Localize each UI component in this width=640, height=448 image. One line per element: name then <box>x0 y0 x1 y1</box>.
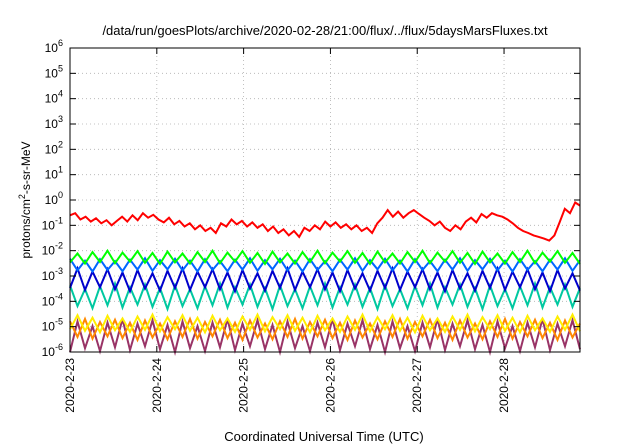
y-tick-label: 10-3 <box>42 266 63 283</box>
y-tick-label: 106 <box>45 38 63 55</box>
y-axis-label: protons/cm2-s-sr-MeV <box>17 141 33 258</box>
x-tick-label: 2020-2-28 <box>497 358 511 413</box>
series-line-2 <box>69 256 581 274</box>
y-tick-label: 10-6 <box>42 342 63 359</box>
y-tick-label: 101 <box>45 165 63 182</box>
x-tick-label: 2020-2-23 <box>63 358 77 413</box>
x-tick-label: 2020-2-27 <box>410 358 424 413</box>
x-axis: 2020-2-23 2020-2-24 2020-2-25 2020-2-26 2020… <box>63 48 511 413</box>
grid-lines <box>70 48 580 352</box>
series-line-4 <box>69 280 581 313</box>
y-tick-label: 102 <box>45 139 63 156</box>
y-tick-label: 10-5 <box>42 317 63 334</box>
x-tick-label: 2020-2-24 <box>150 358 164 413</box>
series-line-3 <box>69 265 581 295</box>
y-axis: 10-6 10-5 10-4 10-3 10-2 10-1 100 101 102 103 104 1… <box>42 38 580 359</box>
y-tick-label: 10-2 <box>42 241 63 258</box>
series-line-0 <box>69 201 581 242</box>
x-tick-label: 2020-2-25 <box>237 358 251 413</box>
y-tick-label: 10-1 <box>42 215 63 232</box>
x-axis-label: Coordinated Universal Time (UTC) <box>224 429 423 444</box>
y-tick-label: 104 <box>45 89 63 106</box>
chart-title: /data/run/goesPlots/archive/2020-02-28/2… <box>102 23 548 38</box>
y-tick-label: 103 <box>45 114 63 131</box>
y-tick-label: 105 <box>45 63 63 80</box>
y-tick-label: 100 <box>45 190 63 207</box>
y-tick-label: 10-4 <box>42 291 63 308</box>
x-tick-label: 2020-2-26 <box>323 358 337 413</box>
series-line-1 <box>69 248 581 266</box>
series-group <box>69 201 581 356</box>
series-line-5 <box>69 312 581 335</box>
series-line-6 <box>69 316 581 343</box>
